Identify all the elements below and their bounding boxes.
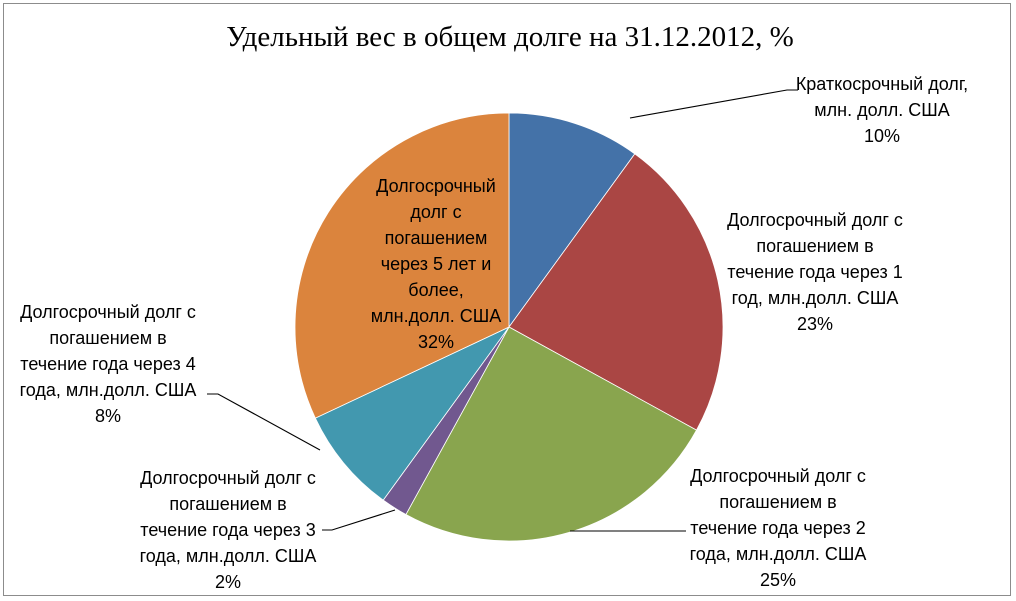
pie-slice-2 <box>508 153 724 431</box>
data-label-6: Долгосрочный долг с погашением через 5 лет … <box>371 176 501 352</box>
data-label-line: через 5 лет и <box>381 254 492 274</box>
pie-slice-6 <box>294 112 510 419</box>
data-label-4: Долгосрочный долг с погашением в течение г… <box>140 468 317 592</box>
data-label-line: 23% <box>797 314 833 334</box>
data-label-line: года, млн.долл. США <box>20 380 197 400</box>
data-label-line: погашением в <box>756 236 873 256</box>
data-label-line: 10% <box>864 126 900 146</box>
data-label-line: Долгосрочный долг с <box>140 468 316 488</box>
data-label-line: долг с <box>410 202 461 222</box>
data-label-line: более, <box>408 280 463 300</box>
data-label-3: Долгосрочный долг с погашением в течение г… <box>690 466 867 590</box>
pie-slices <box>294 112 724 542</box>
pie-slice-5 <box>314 326 510 501</box>
leader-lines <box>207 89 798 532</box>
data-label-line: года, млн.долл. США <box>690 544 867 564</box>
leader-line-1 <box>629 89 798 119</box>
data-label-line: 8% <box>95 406 121 426</box>
data-label-line: погашением в <box>49 328 166 348</box>
data-label-line: Долгосрочный долг с <box>690 466 866 486</box>
data-label-line: млн. долл. США <box>814 100 949 120</box>
data-label-line: течение года через 2 <box>690 518 865 538</box>
data-label-5: Долгосрочный долг с погашением в течение г… <box>20 302 197 426</box>
pie-slice-1 <box>508 112 636 329</box>
data-label-line: года, млн.долл. США <box>140 546 317 566</box>
leader-line-4 <box>322 509 396 531</box>
data-label-line: 25% <box>760 570 796 590</box>
chart-title: Удельный вес в общем долге на 31.12.2012… <box>226 21 794 53</box>
data-labels: Краткосрочный долг, млн. долл. США 10% Долг… <box>20 74 969 592</box>
data-label-line: Долгосрочный долг с <box>20 302 196 322</box>
data-label-line: течение года через 4 <box>20 354 195 374</box>
data-label-line: год, млн.долл. США <box>732 288 899 308</box>
leader-line-5 <box>207 393 321 451</box>
data-label-line: течение года через 3 <box>140 520 315 540</box>
data-label-line: 32% <box>418 332 454 352</box>
data-label-line: течение года через 1 <box>727 262 902 282</box>
data-label-line: погашением <box>385 228 488 248</box>
pie-slice-3 <box>405 326 698 542</box>
data-label-line: млн.долл. США <box>371 306 501 326</box>
data-label-2: Долгосрочный долг с погашением в течение г… <box>727 210 903 334</box>
data-label-line: Долгосрочный долг с <box>727 210 903 230</box>
data-label-line: погашением в <box>169 494 286 514</box>
data-label-1: Краткосрочный долг, млн. долл. США 10% <box>796 74 968 146</box>
data-label-line: Краткосрочный долг, <box>796 74 968 94</box>
data-label-line: Долгосрочный <box>376 176 496 196</box>
data-label-line: погашением в <box>719 492 836 512</box>
data-label-line: 2% <box>215 572 241 592</box>
